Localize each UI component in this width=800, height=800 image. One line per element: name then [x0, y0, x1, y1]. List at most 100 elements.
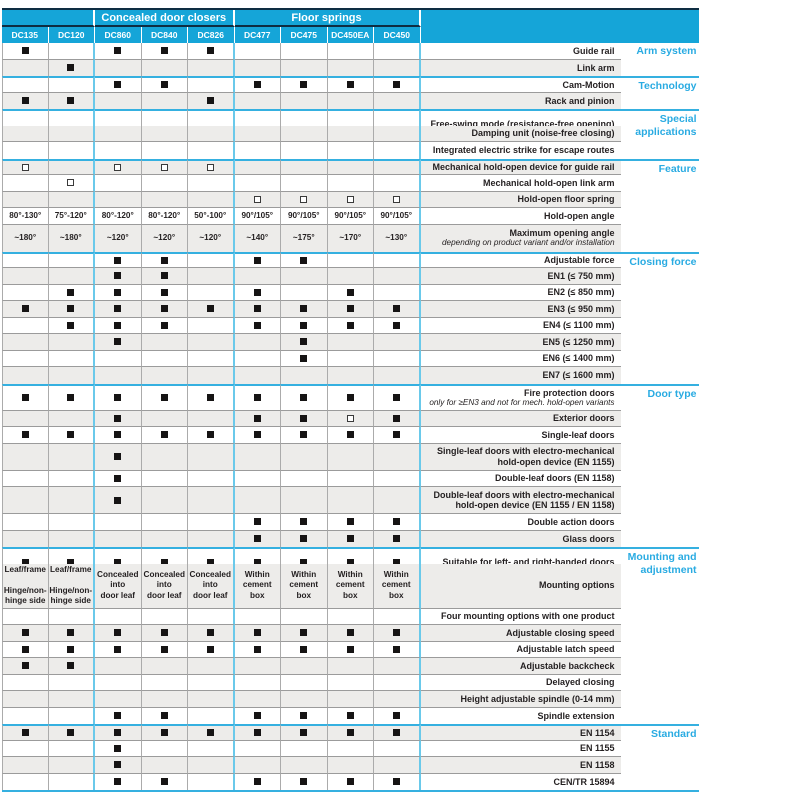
- cell-dc450-rack-and-pinion: [374, 92, 421, 109]
- cell-dc120-link-arm: [48, 59, 95, 76]
- cell-dc120-delayed-closing: [48, 674, 95, 691]
- cell-dc120-exterior-doors: [48, 410, 95, 427]
- filled-square-marker: [346, 394, 354, 401]
- cell-dc135-single-leaf-doors-with-electro-mechanica: [2, 443, 49, 471]
- cell-dc840-mounting-options: Concealed into door leaf: [141, 563, 188, 609]
- column-header-dc450ea: DC450EA: [327, 27, 374, 43]
- row-label: Adjustable force: [420, 251, 621, 269]
- cell-dc135-spindle-extension: [2, 707, 49, 724]
- category-label-closing-force: [621, 351, 699, 368]
- cell-dc477-en-1154: [234, 724, 281, 741]
- cell-dc860-adjustable-backcheck: [95, 658, 142, 675]
- row-label-text: Damping unit (noise-free closing): [471, 128, 615, 139]
- cell-dc450ea-en4-1100-mm: [327, 317, 374, 334]
- table-row-en4-1100-mm: EN4 (≤ 1100 mm): [2, 317, 699, 335]
- cell-dc477-en-1158: [234, 757, 281, 774]
- cell-dc860-en2-850-mm: [95, 284, 142, 301]
- cell-dc450ea-en-1154: [327, 724, 374, 741]
- filled-square-marker: [114, 256, 122, 264]
- cell-dc840-integrated-electric-strike-for-escape-ro: [142, 142, 188, 159]
- cell-dc840-glass-doors: [141, 530, 188, 547]
- cell-dc860-maximum-opening-angle: ~120°: [95, 224, 142, 252]
- hollow-square-marker: [21, 163, 29, 171]
- filled-square-marker: [21, 729, 29, 737]
- row-label: EN 1155: [420, 741, 621, 757]
- filled-square-marker: [67, 729, 75, 737]
- filled-square-marker: [21, 97, 29, 105]
- cell-dc450ea-cen-tr-15894: [328, 773, 374, 790]
- cell-dc826-double-action-doors: [188, 514, 235, 531]
- cell-dc826-en6-1400-mm: [188, 350, 235, 367]
- cell-dc120-en4-1100-mm: [48, 317, 95, 334]
- cell-dc450-en2-850-mm: [374, 284, 421, 301]
- category-label-closing-force: [621, 285, 699, 302]
- category-label-mounting-and-adjustment: [621, 691, 699, 708]
- cell-dc450ea-rack-and-pinion: [327, 92, 374, 109]
- cell-dc840-mechanical-hold-open-link-arm: [141, 175, 188, 192]
- cell-dc477-mechanical-hold-open-device-for-guide-ra: [234, 158, 281, 176]
- filled-square-marker: [300, 305, 308, 313]
- category-label-door-type: [621, 514, 699, 531]
- row-label-text: Cam-Motion: [562, 79, 615, 90]
- table-row-en-1155: EN 1155: [2, 740, 699, 757]
- row-label: Double-leaf doors (EN 1158): [420, 471, 621, 487]
- cell-dc477-glass-doors: [234, 530, 281, 547]
- filled-square-marker: [67, 662, 75, 670]
- cell-dc860-mechanical-hold-open-link-arm: [95, 175, 142, 192]
- cell-dc135-hold-open-angle: 80°-130°: [2, 208, 49, 225]
- cell-dc840-adjustable-force: [141, 251, 188, 269]
- row-label-text: Mechanical hold-open link arm: [482, 177, 615, 188]
- filled-square-marker: [392, 778, 400, 786]
- cell-dc840-en7-1600-mm: [141, 367, 188, 384]
- filled-square-marker: [300, 394, 308, 401]
- cell-dc450-single-leaf-doors: [374, 427, 421, 444]
- group-header-none: [2, 10, 95, 27]
- cell-dc135-delayed-closing: [2, 674, 49, 691]
- cell-dc135-hold-open-floor-spring: [2, 191, 49, 208]
- filled-square-marker: [67, 321, 75, 329]
- row-label: EN6 (≤ 1400 mm): [420, 351, 621, 367]
- cell-dc135-maximum-opening-angle: ~180°: [2, 224, 49, 252]
- cell-dc475-height-adjustable-spindle-0-14-mm: [281, 691, 328, 708]
- filled-square-marker: [346, 288, 354, 296]
- filled-square-marker: [114, 558, 122, 566]
- cell-dc120-mechanical-hold-open-link-arm: [48, 175, 95, 192]
- cell-dc135-rack-and-pinion: [2, 92, 49, 109]
- filled-square-marker: [346, 645, 354, 653]
- filled-square-marker: [160, 272, 168, 280]
- cell-dc840-en-1154: [141, 724, 188, 741]
- cell-dc450ea-en6-1400-mm: [327, 350, 374, 367]
- filled-square-marker: [253, 256, 261, 264]
- cell-dc135-en-1158: [2, 757, 49, 774]
- table-row-mechanical-hold-open-link-arm: Mechanical hold-open link arm: [2, 175, 699, 192]
- filled-square-marker: [114, 761, 122, 769]
- category-label-closing-force: [621, 318, 699, 335]
- filled-square-marker: [21, 558, 29, 566]
- table-row-suitable-for-left-and-right-handed-doors: Suitable for left- and right-handed door…: [2, 547, 699, 577]
- cell-dc475-hold-open-angle: 90°/105°: [281, 208, 328, 225]
- filled-square-marker: [392, 629, 400, 637]
- filled-square-marker: [67, 558, 75, 566]
- cell-dc477-cen-tr-15894: [235, 773, 281, 790]
- cell-dc477-en3-950-mm: [234, 301, 281, 318]
- cell-dc860-damping-unit-noise-free-closing: [95, 125, 142, 142]
- filled-square-marker: [346, 712, 354, 720]
- cell-dc450-double-leaf-doors-en-1158: [374, 470, 421, 487]
- cell-dc826-hold-open-floor-spring: [188, 191, 235, 208]
- category-label-mounting-and-adjustment: [621, 642, 699, 659]
- cell-dc450ea-exterior-doors: [327, 410, 374, 427]
- cell-dc840-double-leaf-doors-with-electro-mechanica: [141, 487, 188, 514]
- filled-square-marker: [160, 729, 168, 737]
- cell-dc840-damping-unit-noise-free-closing: [141, 125, 188, 142]
- filled-square-marker: [160, 712, 168, 720]
- category-label-standard: [621, 757, 699, 774]
- cell-dc860-en-1154: [95, 724, 142, 741]
- cell-dc477-double-leaf-doors-en-1158: [234, 470, 281, 487]
- cell-dc450ea-delayed-closing: [327, 674, 374, 691]
- cell-dc826-en-1158: [188, 757, 235, 774]
- column-header-dc860: DC860: [95, 27, 142, 43]
- row-label: Mechanical hold-open link arm: [420, 175, 621, 192]
- filled-square-marker: [392, 431, 400, 439]
- filled-square-marker: [206, 645, 214, 653]
- table-row-en1-750-mm: EN1 (≤ 750 mm): [2, 268, 699, 285]
